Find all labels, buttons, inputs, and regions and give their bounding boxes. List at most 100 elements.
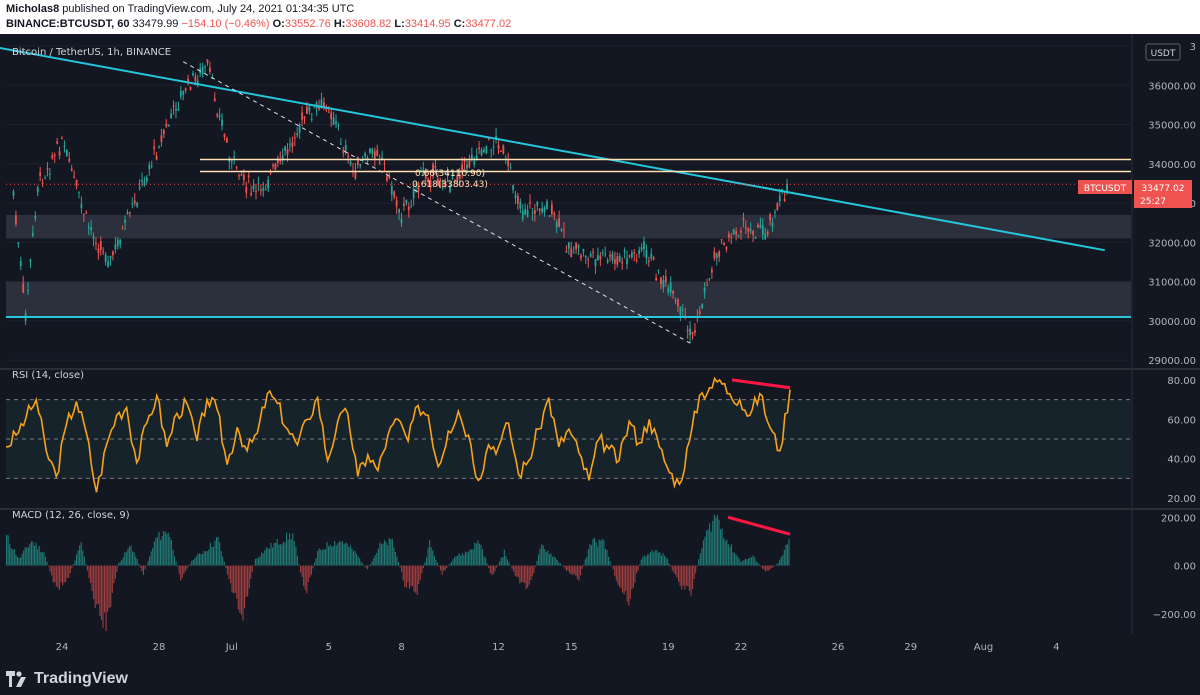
macd-bar (279, 543, 281, 566)
macd-bar (494, 565, 496, 572)
macd-bar (642, 557, 644, 566)
macd-bar (234, 565, 236, 593)
macd-bar (133, 552, 135, 566)
fib-label-1: 0.618(33803.43) (412, 180, 488, 190)
candle-body (262, 188, 265, 191)
macd-bar (500, 557, 502, 566)
candle-body (201, 66, 204, 75)
candle-body (749, 229, 752, 232)
candle-body (427, 178, 430, 182)
candle-body (213, 98, 216, 102)
macd-bar (349, 545, 351, 566)
candle-body (104, 254, 107, 262)
macd-bar (114, 565, 116, 579)
candle-body (226, 138, 228, 143)
candle-body (116, 239, 119, 247)
macd-bar (709, 523, 711, 566)
chart-area[interactable]: 336000.0035000.0034000.0033000.0032000.0… (0, 34, 1200, 664)
macd-bar (236, 565, 238, 599)
macd-bar (643, 555, 645, 566)
macd-bar (421, 565, 423, 574)
macd-bar (447, 565, 449, 567)
candle-body (495, 135, 497, 140)
time-tick-label: 5 (326, 642, 332, 653)
macd-bar (379, 542, 381, 566)
macd-bar (331, 546, 333, 566)
candle-body (691, 332, 694, 335)
tradingview-logo[interactable]: TradingView (6, 670, 128, 688)
macd-bar (111, 565, 113, 593)
candle-body (677, 299, 679, 306)
candle-body (145, 177, 148, 182)
macd-bar (625, 565, 627, 592)
candle-body (221, 119, 223, 126)
macd-bar (653, 552, 655, 566)
candle-body (323, 102, 325, 107)
currency-button[interactable] (1145, 43, 1181, 61)
candle-body (531, 212, 534, 214)
candle-body (114, 244, 117, 249)
macd-bar (664, 555, 666, 566)
macd-bar (24, 547, 26, 566)
macd-bar (58, 565, 60, 590)
low-value: 33414.95 (404, 18, 451, 30)
macd-bar (248, 565, 250, 589)
macd-bar (192, 560, 194, 566)
macd-bar (189, 564, 191, 566)
macd-bar (132, 551, 134, 566)
macd-bar (220, 551, 222, 566)
macd-bar (166, 533, 168, 566)
candle-body (650, 253, 653, 259)
candle-body (131, 203, 134, 205)
macd-bar (735, 554, 737, 566)
candle-body (233, 156, 236, 158)
macd-bar (639, 564, 641, 566)
macd-bar (766, 565, 768, 571)
macd-bar (15, 554, 17, 566)
macd-bar (116, 565, 118, 572)
macd-bar (788, 538, 790, 566)
macd-bar (480, 544, 482, 566)
candle-body (635, 259, 638, 261)
candle-body (466, 164, 468, 169)
macd-bar (699, 553, 701, 566)
candle-body (80, 203, 83, 208)
macd-bar (768, 565, 770, 571)
chart-canvas[interactable]: 336000.0035000.0034000.0033000.0032000.0… (0, 34, 1200, 664)
macd-bar (362, 563, 364, 566)
candle-body (446, 171, 449, 176)
macd-bar (684, 565, 686, 590)
candle-body (458, 174, 461, 179)
macd-bar (419, 565, 421, 580)
author-name[interactable]: Micholas8 (6, 3, 60, 15)
candle-body (567, 242, 570, 249)
macd-bar (155, 537, 157, 566)
candle-body (572, 252, 575, 254)
candle-body (264, 189, 267, 191)
macd-bar (738, 558, 740, 566)
macd-bar (97, 565, 99, 604)
macd-bar (623, 565, 625, 595)
macd-bar (547, 550, 549, 566)
macd-bar (94, 565, 96, 608)
macd-bar (233, 565, 235, 594)
macd-bar (206, 551, 208, 566)
support-zone (6, 281, 1131, 317)
macd-bar (139, 565, 141, 568)
candle-body (381, 157, 383, 159)
candle-body (553, 213, 556, 216)
high-value: 33608.82 (345, 18, 392, 30)
macd-bar (548, 554, 550, 566)
candle-body (95, 242, 97, 244)
time-axis[interactable]: 24 28 Jul 5 8 12 15 19 22 26 29 Aug 4 (56, 642, 1060, 653)
macd-bar (587, 549, 589, 566)
macd-bar (16, 556, 18, 566)
macd-bar (618, 565, 620, 587)
macd-bar (628, 565, 630, 606)
macd-bar (538, 554, 540, 566)
macd-bar (237, 565, 239, 610)
macd-bar (720, 529, 722, 566)
candle-body (526, 209, 529, 217)
candle-body (422, 168, 425, 176)
macd-tick-label: 200.00 (1161, 513, 1196, 524)
